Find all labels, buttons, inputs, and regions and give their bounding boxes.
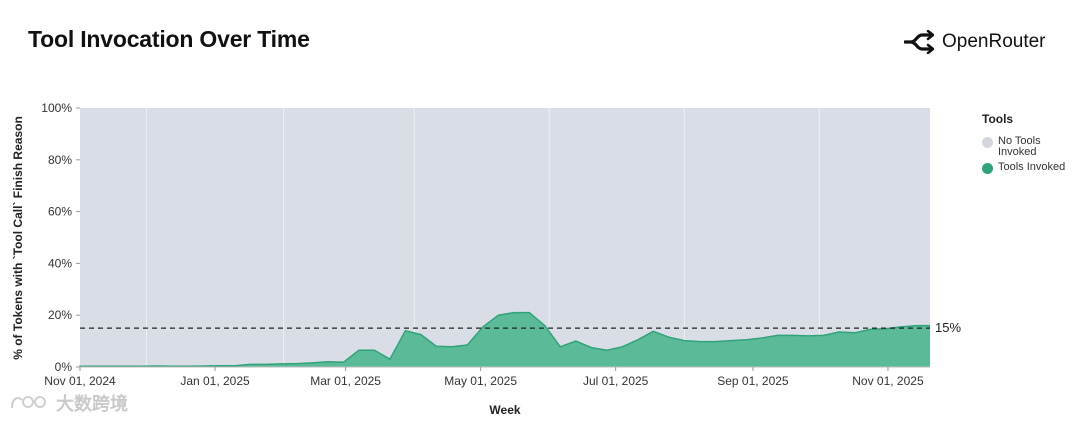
legend-swatch-no-tools xyxy=(982,137,993,148)
legend-swatch-tools-invoked xyxy=(982,163,993,174)
chart-title: Tool Invocation Over Time xyxy=(28,26,310,52)
tools-invoked-line xyxy=(79,311,930,367)
legend-item-tools-invoked[interactable]: Tools Invoked xyxy=(982,162,1078,174)
y-tick-label-2: 40% xyxy=(48,256,72,270)
y-tick-label-3: 60% xyxy=(48,205,72,219)
openrouter-logo-icon xyxy=(904,30,934,54)
x-tick-label-2: Mar 01, 2025 xyxy=(310,374,381,388)
watermark-logo-icon xyxy=(10,396,46,409)
x-tick-label-0: Nov 01, 2024 xyxy=(44,374,116,388)
x-tick-label-3: May 01, 2025 xyxy=(444,374,517,388)
brand[interactable]: OpenRouter xyxy=(904,30,1046,54)
y-axis-title: % of Tokens with `Tool Call` Finish Reas… xyxy=(11,116,25,360)
y-tick-label-4: 80% xyxy=(48,153,72,167)
x-tick-label-6: Nov 01, 2025 xyxy=(852,374,924,388)
x-tick-label-5: Sep 01, 2025 xyxy=(717,374,789,388)
brand-name: OpenRouter xyxy=(942,31,1046,52)
reference-line-label: 15% xyxy=(935,320,961,335)
watermark: 大数跨境 xyxy=(8,390,128,416)
x-tick-label-4: Jul 01, 2025 xyxy=(583,374,649,388)
legend-label-tools-invoked: Tools Invoked xyxy=(998,161,1066,173)
watermark-text: 大数跨境 xyxy=(56,394,128,414)
legend-title: Tools xyxy=(982,112,1014,126)
legend-label-no-tools: No Tools Invoked xyxy=(998,135,1041,158)
y-tick-label-1: 20% xyxy=(48,308,72,322)
x-tick-label-1: Jan 01, 2025 xyxy=(180,374,250,388)
legend-item-no-tools[interactable]: No Tools Invoked xyxy=(982,136,1078,158)
legend: Tools No Tools Invoked Tools Invoked xyxy=(982,112,1078,178)
tools-invoked-area xyxy=(80,312,930,367)
y-tick-label-5: 100% xyxy=(41,101,72,115)
y-tick-label-0: 0% xyxy=(55,360,73,374)
x-axis-title: Week xyxy=(489,403,520,417)
